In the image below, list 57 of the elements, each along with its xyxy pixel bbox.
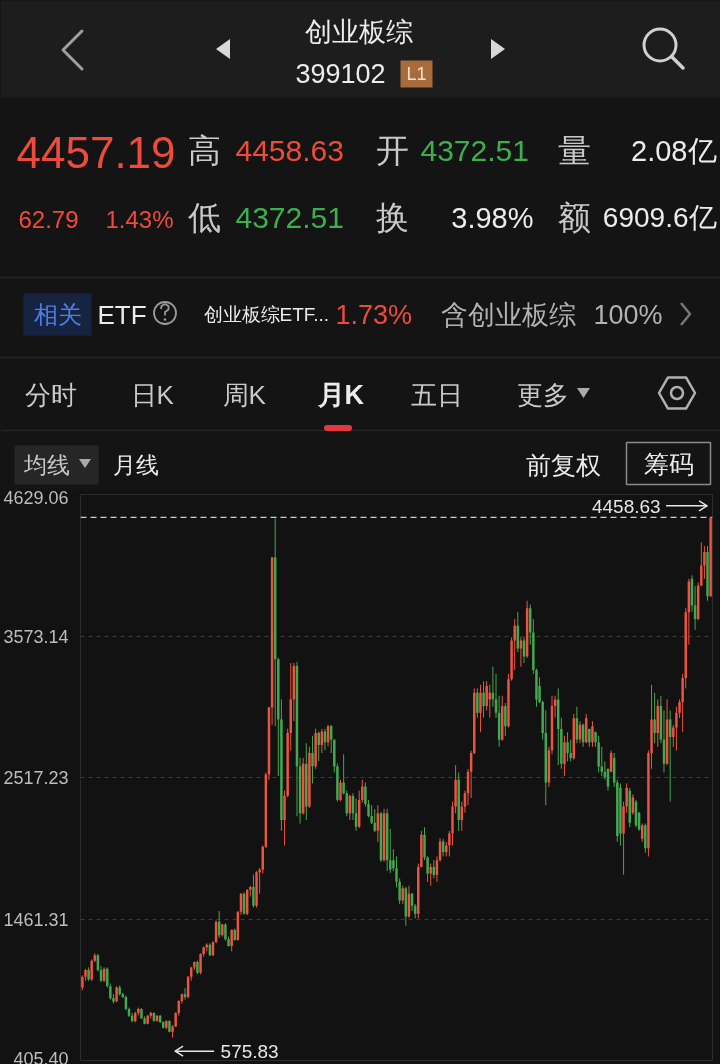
candlestick [476,687,479,719]
text: 相关 [33,301,82,328]
text: 前复权 [525,450,601,479]
text: 量 [557,132,591,169]
text: 低 [187,199,221,236]
text: 4457.19 [16,128,176,177]
text: 开 [375,132,409,169]
y-tick-label: 405.40 [13,1048,69,1064]
candlestick [566,731,569,762]
text: ETF [97,299,147,330]
candlestick [479,684,482,733]
text: 月K [316,379,365,410]
text: 额 [557,199,591,236]
candlestick [373,808,376,833]
candlestick [311,735,314,784]
text: 五日 [410,379,463,410]
y-tick-label: 4629.06 [3,487,69,508]
text: 高 [187,132,221,169]
annotation: 575.83 [220,1041,279,1063]
candlestick [504,702,507,737]
text: 62.79 [18,206,79,233]
text: 100% [593,299,663,330]
text: 6909.6亿 [602,202,717,233]
candlestick [401,885,404,905]
y-tick-label: 3573.14 [3,626,69,647]
candlestick [653,692,656,744]
text: 创业板综ETF... [203,304,330,325]
text: 筹码 [643,449,694,478]
text: 399102 [295,59,386,89]
candlestick [600,746,604,777]
candlestick [252,874,255,909]
candlestick [644,823,647,854]
candlestick [591,720,594,748]
text: 换 [375,199,409,236]
annotation: 4458.63 [591,495,661,517]
text: 含创业板综 [440,299,576,330]
text: 均线 [22,451,70,478]
text: 日K [130,379,175,410]
candlestick [482,680,485,719]
text: 3.98% [451,201,534,234]
candlestick [429,863,432,887]
text: 4372.51 [235,200,344,234]
text: 周K [222,379,267,410]
text: L1 [406,63,427,84]
text: 分时 [24,379,77,410]
text: 1.73% [335,299,413,330]
candlestick [563,735,566,777]
text: 4372.51 [420,133,529,167]
text: 1.43% [105,206,174,233]
text: 月线 [112,451,159,478]
text: 4458.63 [235,133,344,167]
candlestick [339,779,342,802]
text: 更多 [516,379,569,410]
y-tick-label: 1461.31 [3,909,69,930]
y-tick-label: 2517.23 [3,768,69,788]
text: 创业板综 [304,16,413,47]
text: 2.08亿 [631,134,717,167]
